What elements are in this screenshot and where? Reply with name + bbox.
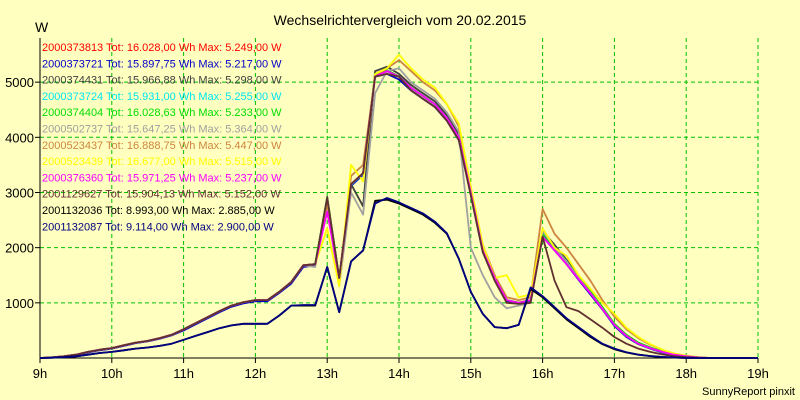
legend: 2000373813 Tot: 16.028,00 Wh Max: 5.249,… [42,42,282,233]
y-axis-unit: W [35,19,49,35]
legend-entry: 2001129627 Tot: 15.904,13 Wh Max: 5.152,… [42,189,281,201]
y-tick-label: 5000 [5,75,34,90]
legend-entry: 2000376360 Tot: 15.971,25 Wh Max: 5.237,… [42,172,282,184]
x-tick-label: 14h [388,366,410,381]
series-line-2001129627 [39,73,758,359]
legend-entry: 2001132036 Tot: 8.993,00 Wh Max: 2.885,0… [42,205,275,217]
series-lines [39,53,758,359]
legend-entry: 2000523439 Tot: 16.677,00 Wh Max: 5.515,… [42,156,282,168]
x-tick-label: 10h [101,366,123,381]
y-tick-label: 2000 [5,241,34,256]
axes: 9h 10h 11h 12h 13h 14h 15h 16h 17h 18h 19h 1000 2000… [5,38,769,381]
legend-entry: 2000373724 Tot: 15.931,00 Wh Max: 5.255,… [42,91,282,103]
y-tick-label: 1000 [5,296,34,311]
series-line-2001132087 [39,197,758,359]
footer-credit: SunnyReport pinxit [702,386,795,398]
legend-entry: 2000373721 Tot: 15.897,75 Wh Max: 5.217,… [42,58,282,70]
x-tick-label: 13h [316,366,338,381]
legend-entry: 2000374404 Tot: 16.028,63 Wh Max: 5.233,… [42,107,282,119]
legend-entry: 2000523437 Tot: 16.888,75 Wh Max: 5.447,… [42,140,282,152]
x-tick-label: 15h [460,366,482,381]
x-tick-label: 16h [532,366,554,381]
x-tick-label: 17h [604,366,626,381]
x-tick-label: 19h [747,366,769,381]
legend-entry: 2000373813 Tot: 16.028,00 Wh Max: 5.249,… [42,42,282,54]
x-tick-label: 12h [245,366,267,381]
y-tick-label: 4000 [5,130,34,145]
x-tick-label: 9h [33,366,47,381]
legend-entry: 2000374431 Tot: 15.966,88 Wh Max: 5.298,… [42,75,282,87]
chart-title: Wechselrichtervergleich vom 20.02.2015 [274,12,527,28]
legend-entry: 2001132087 Tot: 9.114,00 Wh Max: 2.900,0… [42,221,274,233]
x-tick-label: 11h [173,366,194,381]
legend-entry: 2000502737 Tot: 15.647,25 Wh Max: 5.364,… [42,124,282,136]
y-tick-label: 3000 [5,185,34,200]
x-tick-label: 18h [675,366,697,381]
grid [40,38,759,358]
